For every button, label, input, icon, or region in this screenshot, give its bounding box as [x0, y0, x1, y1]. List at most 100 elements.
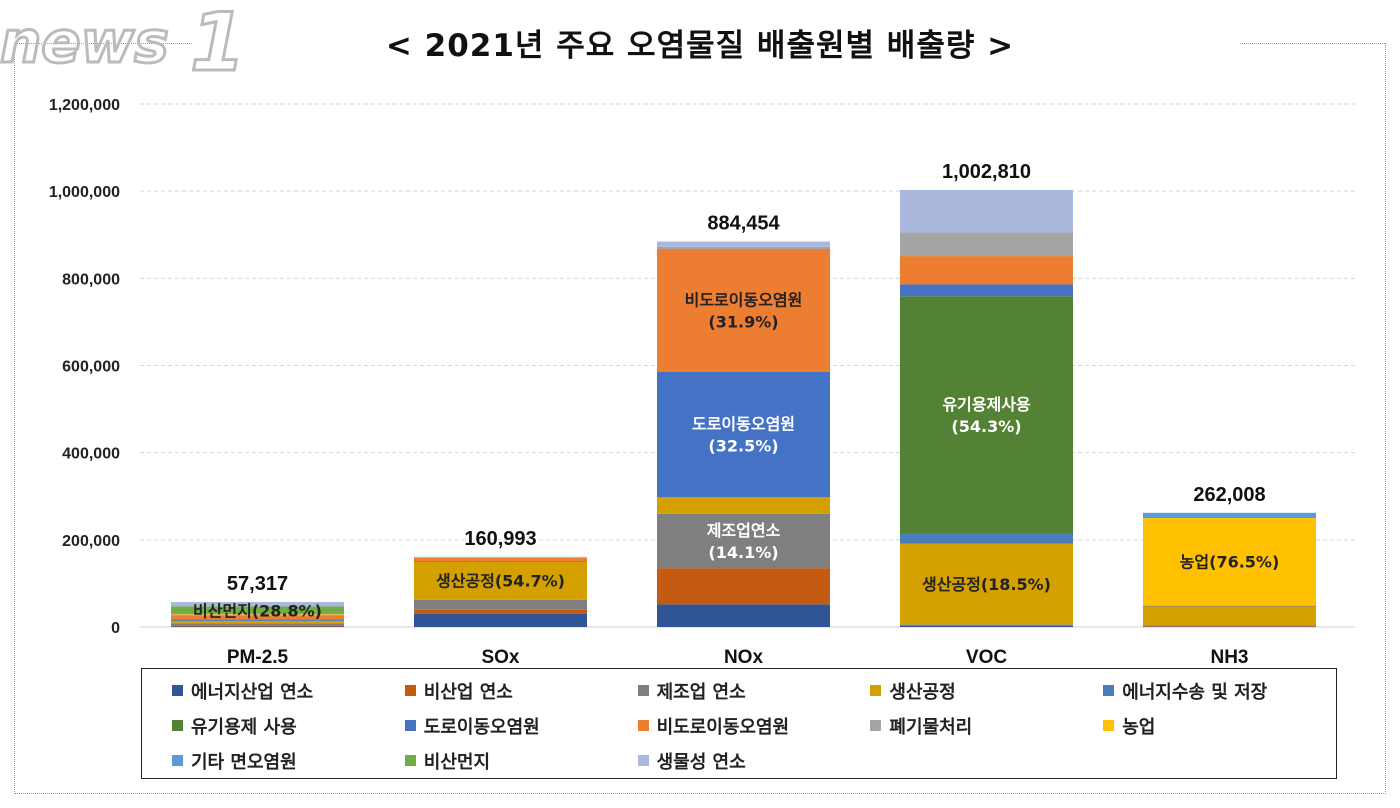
legend-item: 생물성 연소: [637, 743, 871, 778]
bar-segment: [900, 543, 1073, 625]
y-tick-label: 0: [111, 620, 120, 637]
legend-label: 에너지산업 연소: [191, 681, 314, 703]
bar-segment: [414, 561, 587, 600]
data-label: (54.3%): [951, 417, 1021, 436]
legend-swatch: [1103, 685, 1115, 696]
legend-swatch: [172, 685, 183, 696]
total-label: 160,993: [464, 528, 536, 550]
legend-item: 에너지수송 및 저장: [1103, 673, 1336, 708]
bar-segment: [657, 371, 830, 498]
bar-segment: [171, 613, 344, 615]
legend-item: 비산먼지: [404, 743, 638, 778]
bar-segment: [1143, 626, 1316, 628]
y-tick-label: 1,000,000: [49, 184, 120, 201]
legend-swatch: [870, 685, 882, 696]
legend-label: 비산업 연소: [423, 681, 513, 703]
chart-title: < 2021년 주요 오염물질 배출원별 배출량 >: [0, 20, 1400, 65]
y-tick-label: 200,000: [62, 533, 120, 550]
legend-label: 기타 면오염원: [191, 751, 297, 773]
bar-segment: [900, 533, 1073, 544]
data-label: 생산공정(18.5%): [922, 575, 1051, 594]
total-label: 884,454: [707, 213, 780, 235]
bar-segment: [657, 513, 830, 569]
svg-text:news: news: [0, 8, 169, 76]
y-tick-label: 800,000: [62, 271, 120, 288]
bar-segment: [171, 625, 344, 627]
bar-segment: [657, 246, 830, 250]
bar-segment: [900, 284, 1073, 297]
data-label: 유기용제사용: [942, 395, 1031, 414]
bar-segment: [171, 623, 344, 626]
data-label: 비산먼지(28.8%): [193, 601, 322, 620]
legend-swatch: [1103, 720, 1115, 731]
legend-swatch: [637, 720, 649, 731]
bar-segment: [657, 604, 830, 627]
data-label: (14.1%): [708, 543, 778, 562]
bar-segment: [171, 619, 344, 621]
bar-segment: [657, 249, 830, 372]
bar-segment: [414, 613, 587, 627]
bar-segment: [171, 620, 344, 624]
bar-segment: [171, 614, 344, 616]
legend-swatch: [172, 720, 183, 731]
bar-segment: [900, 624, 1073, 626]
legend-label: 폐기물처리: [889, 716, 973, 738]
x-tick-label: NH3: [1210, 647, 1248, 668]
bar-segment: [1143, 605, 1316, 607]
bar-segment: [171, 602, 344, 607]
legend-item: 유기용제 사용: [172, 708, 405, 743]
bar-segment: [1143, 626, 1316, 627]
legend-swatch: [404, 720, 416, 731]
legend-label: 제조업 연소: [656, 681, 746, 703]
bar-segment: [414, 556, 587, 558]
legend-swatch: [404, 755, 416, 766]
bar-segment: [1143, 625, 1316, 627]
bar-segment: [900, 624, 1073, 625]
bar-segment: [1143, 512, 1316, 519]
bar-segment: [900, 256, 1073, 285]
y-tick-label: 400,000: [62, 446, 120, 463]
legend-label: 농업: [1122, 716, 1156, 738]
legend-label: 생물성 연소: [656, 751, 746, 773]
chart-title-text: < 2021년 주요 오염물질 배출원별 배출량 >: [375, 28, 1025, 64]
svg-text:1: 1: [190, 0, 246, 80]
bar-segment: [171, 626, 344, 628]
bar-segment: [414, 561, 587, 562]
bar-segment: [414, 557, 587, 558]
data-label: 비도로이동오염원: [685, 290, 803, 309]
data-label: (32.5%): [708, 437, 778, 456]
legend-label: 유기용제 사용: [191, 716, 297, 738]
bar-segment: [900, 296, 1073, 534]
bar-segment: [657, 568, 830, 605]
bar-segment: [900, 232, 1073, 257]
legend-label: 에너지수송 및 저장: [1122, 681, 1268, 703]
x-tick-label: VOC: [966, 647, 1007, 668]
frame-top-right: [1240, 43, 1385, 44]
legend-item: 제조업 연소: [637, 673, 871, 708]
legend-item: 비도로이동오염원: [637, 708, 871, 743]
bar-segment: [1143, 605, 1316, 606]
total-label: 262,008: [1193, 484, 1265, 506]
legend-item: 도로이동오염원: [404, 708, 638, 743]
bar-segment: [414, 609, 587, 614]
legend-label: 비산먼지: [423, 751, 491, 773]
legend-label: 생산공정: [889, 681, 956, 703]
legend-item: 에너지산업 연소: [172, 673, 405, 708]
y-tick-label: 600,000: [62, 359, 120, 376]
total-label: 1,002,810: [942, 161, 1031, 183]
legend-label: 도로이동오염원: [423, 716, 540, 738]
y-tick-label: 1,200,000: [49, 97, 120, 114]
x-tick-label: NOx: [724, 647, 764, 668]
bar-segment: [900, 189, 1073, 233]
chart-frame: [14, 43, 1386, 794]
legend-item: 폐기물처리: [870, 708, 1103, 743]
legend-item: 생산공정: [870, 673, 1103, 708]
bar-segment: [414, 557, 587, 562]
bar-segment: [414, 599, 587, 610]
legend-swatch: [172, 755, 183, 766]
legend-swatch: [870, 720, 882, 731]
bar-segment: [657, 497, 830, 514]
total-label: 57,317: [227, 573, 288, 595]
